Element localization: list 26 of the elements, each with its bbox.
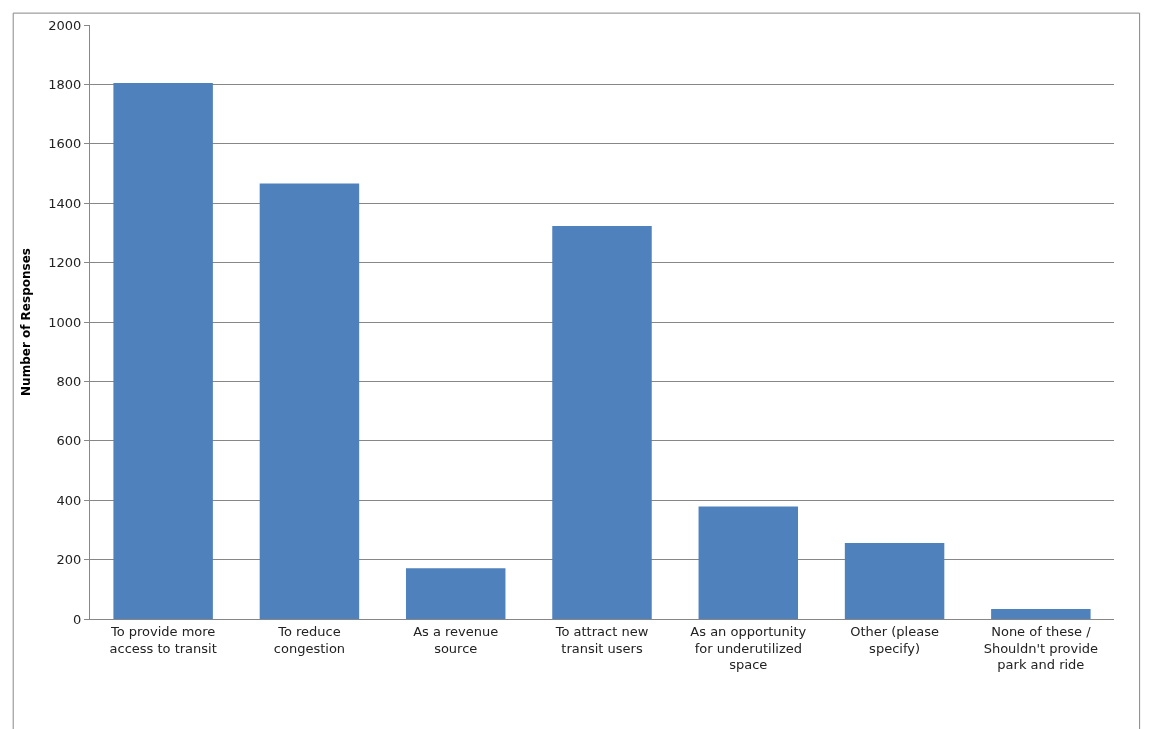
y-tick-label: 1200	[48, 255, 82, 271]
bar	[698, 506, 799, 619]
x-tick-label: As an opportunity for underutilized space	[690, 623, 807, 673]
x-tick-label: None of these / Shouldn't provide park and ride	[983, 623, 1099, 673]
y-tick-label: 1400	[48, 195, 82, 211]
y-tick-label: 0	[73, 611, 82, 627]
bar	[552, 226, 652, 619]
bar	[991, 608, 1091, 619]
x-tick-label: To provide more access to transit	[109, 623, 217, 656]
bar	[259, 183, 360, 619]
y-tick-label: 200	[56, 552, 82, 568]
x-tick-label: To reduce congestion	[273, 623, 346, 656]
y-tick-label: 2000	[48, 17, 82, 33]
y-tick-label: 400	[56, 492, 82, 508]
y-tick-label: 1800	[48, 76, 82, 92]
y-tick-label: 1600	[48, 136, 82, 152]
bar	[113, 82, 213, 619]
bar	[844, 542, 945, 619]
x-tick-label: To attract new transit users	[554, 623, 649, 656]
y-tick-label: 1000	[48, 314, 82, 330]
y-tick-label: 600	[56, 433, 82, 449]
x-tick-label: Other (please specify)	[850, 623, 939, 656]
bar	[405, 568, 506, 619]
x-tick-label: As a revenue source	[413, 623, 499, 656]
y-axis-title: Number of Responses	[18, 248, 33, 396]
y-tick-label: 800	[56, 373, 82, 389]
